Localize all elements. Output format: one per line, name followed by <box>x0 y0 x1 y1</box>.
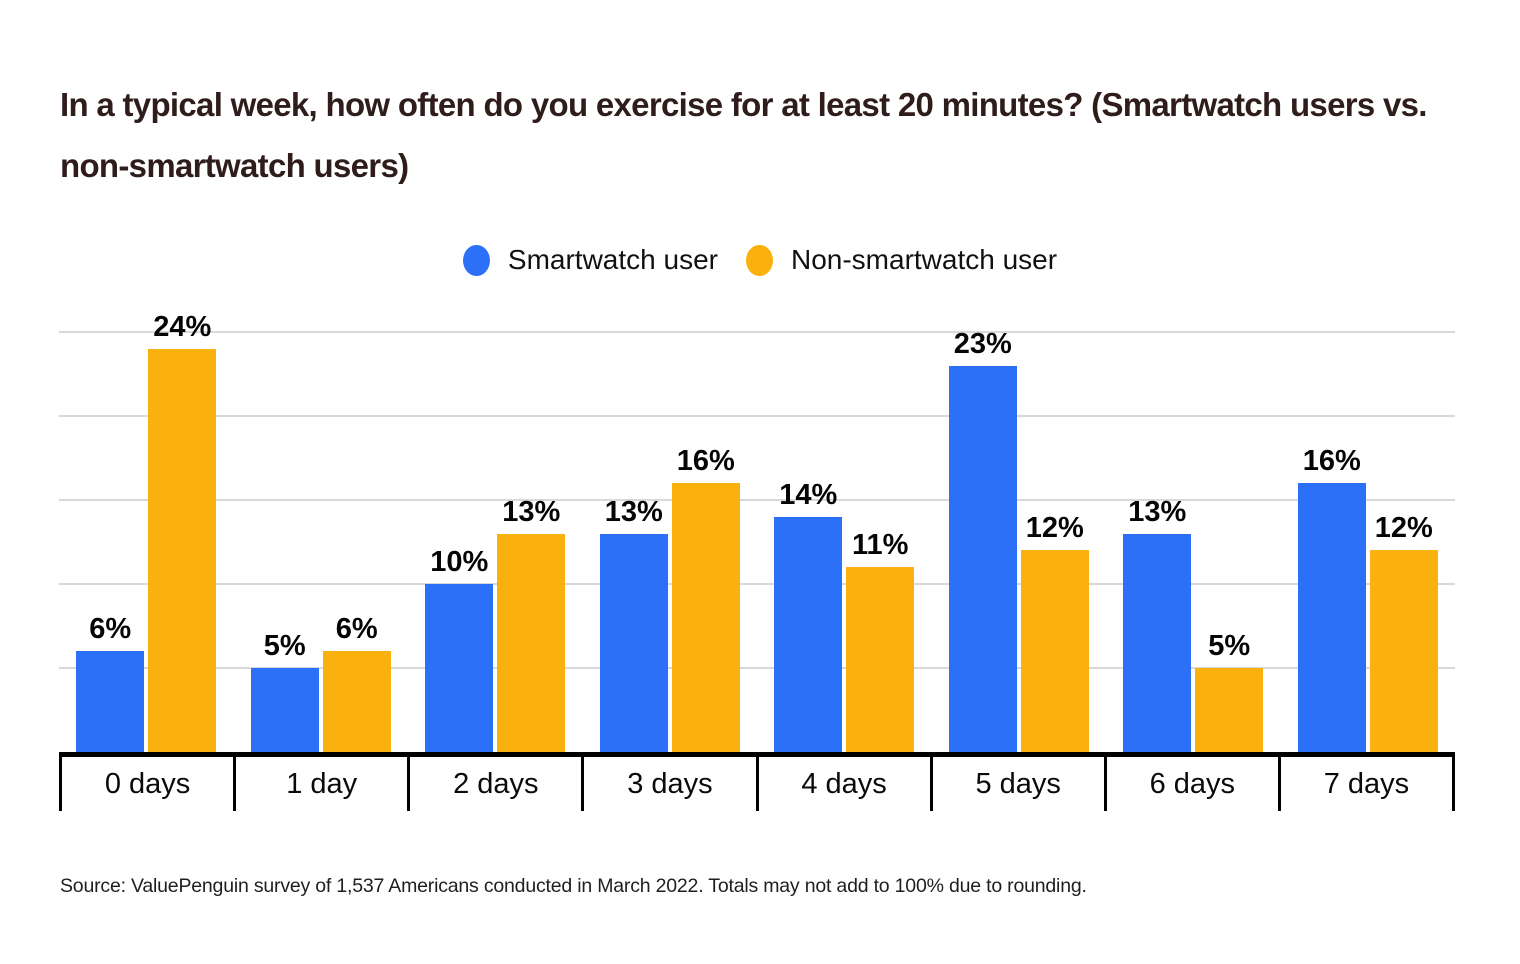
bar-group-0-days: 6% 24% <box>59 313 234 752</box>
gridline-10 <box>59 583 1455 585</box>
legend-dot-icon <box>462 244 490 276</box>
bar-group-7-days: 16% 12% <box>1281 332 1456 752</box>
x-axis-line <box>59 752 1455 757</box>
bar-value-label: 13% <box>1128 496 1187 528</box>
legend-item-smartwatch-user: Smartwatch user <box>462 244 718 276</box>
gridline-5 <box>59 667 1455 669</box>
bar-chart: 6% 24% 5% 6% 10% 13% 13% 16% 14% 11% 23% 12% 13% 5% 16… <box>59 313 1456 811</box>
bar-smartwatch-user-4-days <box>774 517 843 752</box>
bar-col-non-smartwatch-user-3-days: 16% <box>671 445 740 752</box>
bar-col-non-smartwatch-user-2-days: 13% <box>497 496 566 752</box>
bar-value-label: 16% <box>1302 445 1361 477</box>
bar-value-label: 16% <box>676 445 735 477</box>
gridline-25 <box>59 331 1455 333</box>
bars-container: 6% 24% 5% 6% 10% 13% 13% 16% 14% 11% 23% 12% 13% 5% 16… <box>59 313 1456 752</box>
legend-dot-icon <box>745 244 773 276</box>
legend-label: Smartwatch user <box>507 244 718 275</box>
bar-smartwatch-user-1-day <box>250 668 319 752</box>
bar-col-smartwatch-user-1-day: 5% <box>250 630 319 752</box>
gridline-20 <box>59 415 1455 417</box>
bar-non-smartwatch-user-6-days <box>1195 668 1264 752</box>
bar-non-smartwatch-user-0-days <box>148 349 217 752</box>
bar-col-non-smartwatch-user-0-days: 24% <box>148 311 217 752</box>
bar-value-label: 13% <box>502 496 561 528</box>
bar-value-label: 14% <box>779 479 838 511</box>
source-note: Source: ValuePenguin survey of 1,537 Ame… <box>60 875 1087 897</box>
bar-value-label: 12% <box>1025 512 1084 544</box>
bar-value-label: 5% <box>263 630 306 662</box>
bar-non-smartwatch-user-2-days <box>497 534 566 752</box>
category-axis: 0 days 1 day 2 days 3 days 4 days 5 days 6 day… <box>59 757 1455 811</box>
bar-value-label: 13% <box>604 496 663 528</box>
legend: Smartwatch user Non-smartwatch user <box>0 244 1520 276</box>
category-label-0-days: 0 days <box>59 757 233 811</box>
bar-non-smartwatch-user-3-days <box>671 483 740 752</box>
bar-smartwatch-user-2-days <box>425 584 494 752</box>
bar-col-smartwatch-user-2-days: 10% <box>425 546 494 752</box>
bar-value-label: 10% <box>430 546 489 578</box>
bar-group-2-days: 10% 13% <box>408 332 583 752</box>
bar-value-label: 5% <box>1208 630 1251 662</box>
bar-value-label: 24% <box>153 311 212 343</box>
bar-col-smartwatch-user-5-days: 23% <box>948 328 1017 752</box>
bar-non-smartwatch-user-5-days <box>1020 550 1089 752</box>
bar-smartwatch-user-0-days <box>76 651 145 752</box>
bar-smartwatch-user-6-days <box>1123 534 1192 752</box>
bar-non-smartwatch-user-7-days <box>1369 550 1438 752</box>
bar-non-smartwatch-user-1-day <box>322 651 391 752</box>
bar-col-smartwatch-user-6-days: 13% <box>1123 496 1192 752</box>
bar-group-3-days: 13% 16% <box>583 332 758 752</box>
bar-group-6-days: 13% 5% <box>1106 332 1281 752</box>
bar-value-label: 23% <box>953 328 1012 360</box>
bar-non-smartwatch-user-4-days <box>846 567 915 752</box>
bar-value-label: 6% <box>89 613 132 645</box>
category-label-3-days: 3 days <box>581 757 755 811</box>
bar-group-4-days: 14% 11% <box>757 332 932 752</box>
legend-item-non-smartwatch-user: Non-smartwatch user <box>745 244 1058 276</box>
bar-col-smartwatch-user-7-days: 16% <box>1297 445 1366 752</box>
category-label-1-day: 1 day <box>233 757 407 811</box>
bar-col-smartwatch-user-3-days: 13% <box>599 496 668 752</box>
category-label-6-days: 6 days <box>1103 757 1278 811</box>
legend-label: Non-smartwatch user <box>790 244 1058 275</box>
bar-col-non-smartwatch-user-5-days: 12% <box>1020 512 1089 752</box>
bar-col-non-smartwatch-user-4-days: 11% <box>846 529 915 752</box>
chart-title: In a typical week, how often do you exer… <box>60 86 1427 184</box>
gridline-15 <box>59 499 1455 501</box>
bar-smartwatch-user-5-days <box>948 366 1017 752</box>
bar-group-1-day: 5% 6% <box>234 332 409 752</box>
bar-group-5-days: 23% 12% <box>932 328 1107 752</box>
bar-col-smartwatch-user-0-days: 6% <box>76 613 145 752</box>
bar-col-non-smartwatch-user-6-days: 5% <box>1195 630 1264 752</box>
bar-col-smartwatch-user-4-days: 14% <box>774 479 843 752</box>
plot-area: 6% 24% 5% 6% 10% 13% 13% 16% 14% 11% 23% 12% 13% 5% 16… <box>59 313 1456 752</box>
bar-smartwatch-user-3-days <box>599 534 668 752</box>
category-label-5-days: 5 days <box>929 757 1104 811</box>
bar-smartwatch-user-7-days <box>1297 483 1366 752</box>
category-label-7-days: 7 days <box>1277 757 1455 811</box>
bar-value-label: 11% <box>852 529 909 561</box>
bar-col-non-smartwatch-user-7-days: 12% <box>1369 512 1438 752</box>
bar-value-label: 6% <box>335 613 378 645</box>
bar-col-non-smartwatch-user-1-day: 6% <box>322 613 391 752</box>
category-label-2-days: 2 days <box>407 757 581 811</box>
category-label-4-days: 4 days <box>755 757 930 811</box>
bar-value-label: 12% <box>1374 512 1433 544</box>
